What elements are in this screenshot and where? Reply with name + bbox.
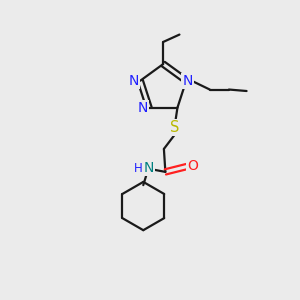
Text: N: N: [182, 74, 193, 88]
Text: O: O: [188, 159, 199, 173]
Text: H: H: [134, 162, 142, 175]
Text: N: N: [137, 101, 148, 115]
Text: N: N: [143, 161, 154, 175]
Text: S: S: [170, 120, 180, 135]
Text: N: N: [129, 74, 139, 88]
